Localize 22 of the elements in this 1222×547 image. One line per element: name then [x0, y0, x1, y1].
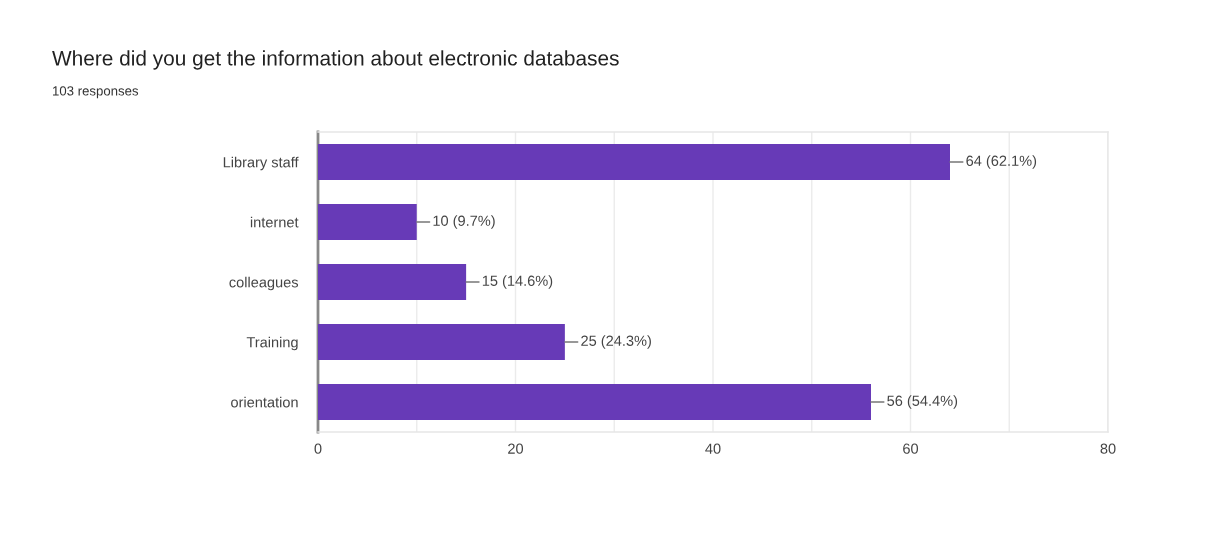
x-tick-label: 60 — [903, 443, 919, 454]
bar — [318, 264, 467, 300]
y-tick-label: internet — [250, 216, 299, 228]
data-label: 15 (14.6%) — [482, 275, 553, 289]
x-tick-label: 0 — [314, 443, 322, 454]
y-tick-label: Training — [246, 336, 298, 351]
bar — [318, 384, 871, 420]
data-label: 64 (62.1%) — [966, 155, 1037, 169]
x-tick-label: 80 — [1100, 443, 1116, 454]
text: 103 responses — [53, 86, 139, 99]
bar — [318, 204, 417, 240]
x-tick-label: 20 — [508, 443, 524, 454]
data-label: 10 (9.7%) — [433, 215, 495, 229]
y-tick-label: orientation — [231, 396, 298, 408]
bar — [318, 144, 950, 180]
x-tick-label: 40 — [705, 443, 721, 454]
chart-title: Where did you get the information about electronic databases — [52, 50, 619, 70]
data-label: 56 (54.4%) — [887, 395, 958, 409]
y-tick-label: colleagues — [229, 276, 299, 291]
y-tick-label: Library staff — [223, 156, 299, 171]
bar — [318, 324, 565, 360]
data-label: 25 (24.3%) — [581, 335, 651, 349]
